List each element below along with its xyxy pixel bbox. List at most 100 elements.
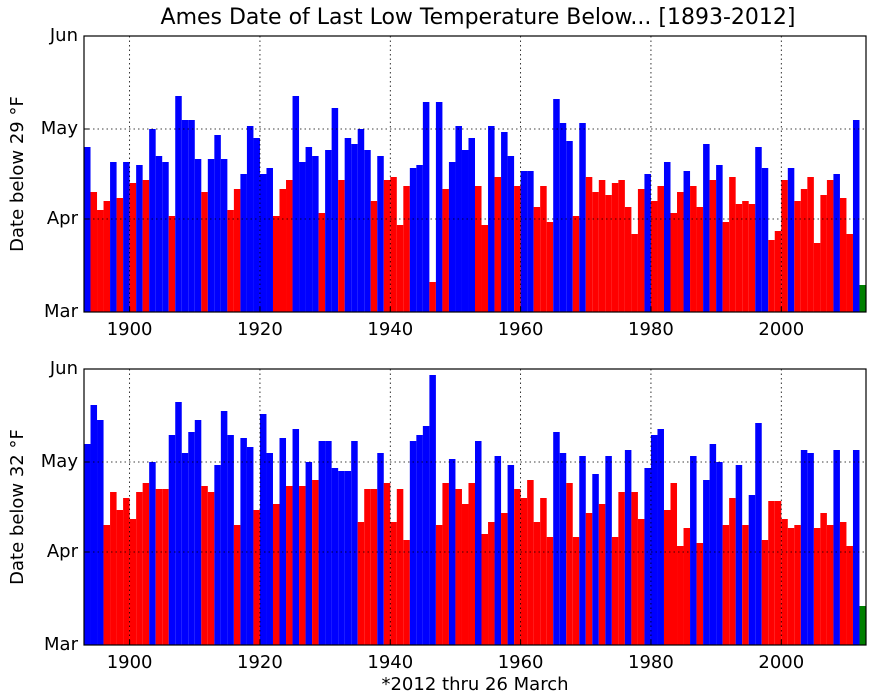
bar [201,192,208,312]
bar [846,546,853,645]
y-axis-label: Date below 29 °F [7,96,28,252]
bar [84,147,91,312]
bar [338,180,345,312]
bar [233,525,241,645]
bar [585,513,593,645]
bar [657,429,664,645]
bar [370,489,378,645]
bar [572,537,580,645]
bar [748,495,756,645]
bar [259,174,267,312]
bar [677,546,684,645]
bar [279,438,287,645]
bar [214,135,221,312]
bar [481,225,489,312]
bar [546,222,554,312]
bar [820,195,827,312]
bar [520,498,528,645]
bar [123,162,130,312]
bar [162,489,169,645]
bar [657,186,664,312]
bar [201,486,208,645]
bar [227,435,234,645]
bar [507,465,515,645]
x-tick-label: 2000 [758,319,804,340]
bar [800,189,808,312]
bar [325,441,332,645]
bar [559,453,567,645]
bar [97,210,104,312]
bar [494,456,502,645]
bar [396,225,404,312]
bar [377,156,384,312]
y-tick-label: Mar [44,634,79,655]
bar [149,129,156,312]
bar [409,441,417,645]
bar [742,525,749,645]
bar [448,162,456,312]
bar [611,537,619,645]
bar [807,453,814,645]
bar [852,450,860,645]
bar [331,468,339,645]
bar [716,462,723,645]
bar [103,525,111,645]
bar [168,435,176,645]
bar [129,519,137,645]
bar [188,120,195,312]
bar [527,480,534,645]
bar [364,489,371,645]
bar [468,483,475,645]
bar [475,186,482,312]
bar [722,525,730,645]
bar [416,435,423,645]
bar [826,180,834,312]
bar [729,177,736,312]
bar [859,285,866,312]
bar [442,189,449,312]
bar [246,447,254,645]
bar [501,132,508,312]
bar [318,441,326,645]
bar [761,540,769,645]
bar [624,450,632,645]
bar [735,204,743,312]
y-tick-label: Apr [47,541,79,562]
bar [546,537,554,645]
bar [97,420,104,645]
bar [214,465,221,645]
bar [220,411,228,645]
bar [435,525,443,645]
bar [716,165,723,312]
bar [266,168,273,312]
bar [852,120,860,312]
x-tick-label: 1900 [107,319,153,340]
bar [188,432,195,645]
bar [103,201,111,312]
bar [448,459,456,645]
x-tick-label: 1900 [107,652,153,673]
bar [136,492,143,645]
bar [305,147,313,312]
bar [611,183,619,312]
x-tick-label: 1980 [628,319,674,340]
bar [422,426,430,645]
bar [305,462,313,645]
bar [299,162,306,312]
bar [162,162,169,312]
bar [435,102,443,312]
bar [514,186,521,312]
bar [475,441,482,645]
bar [429,375,436,645]
bar [207,492,215,645]
bar [598,180,606,312]
bar [774,501,782,645]
bar [514,489,521,645]
bar [233,189,241,312]
bar [344,471,352,645]
chart-title: Ames Date of Last Low Temperature Below.… [161,5,796,30]
y-axis-label: Date below 32 °F [7,429,28,585]
bar [390,177,397,312]
plot-frame [83,368,867,646]
